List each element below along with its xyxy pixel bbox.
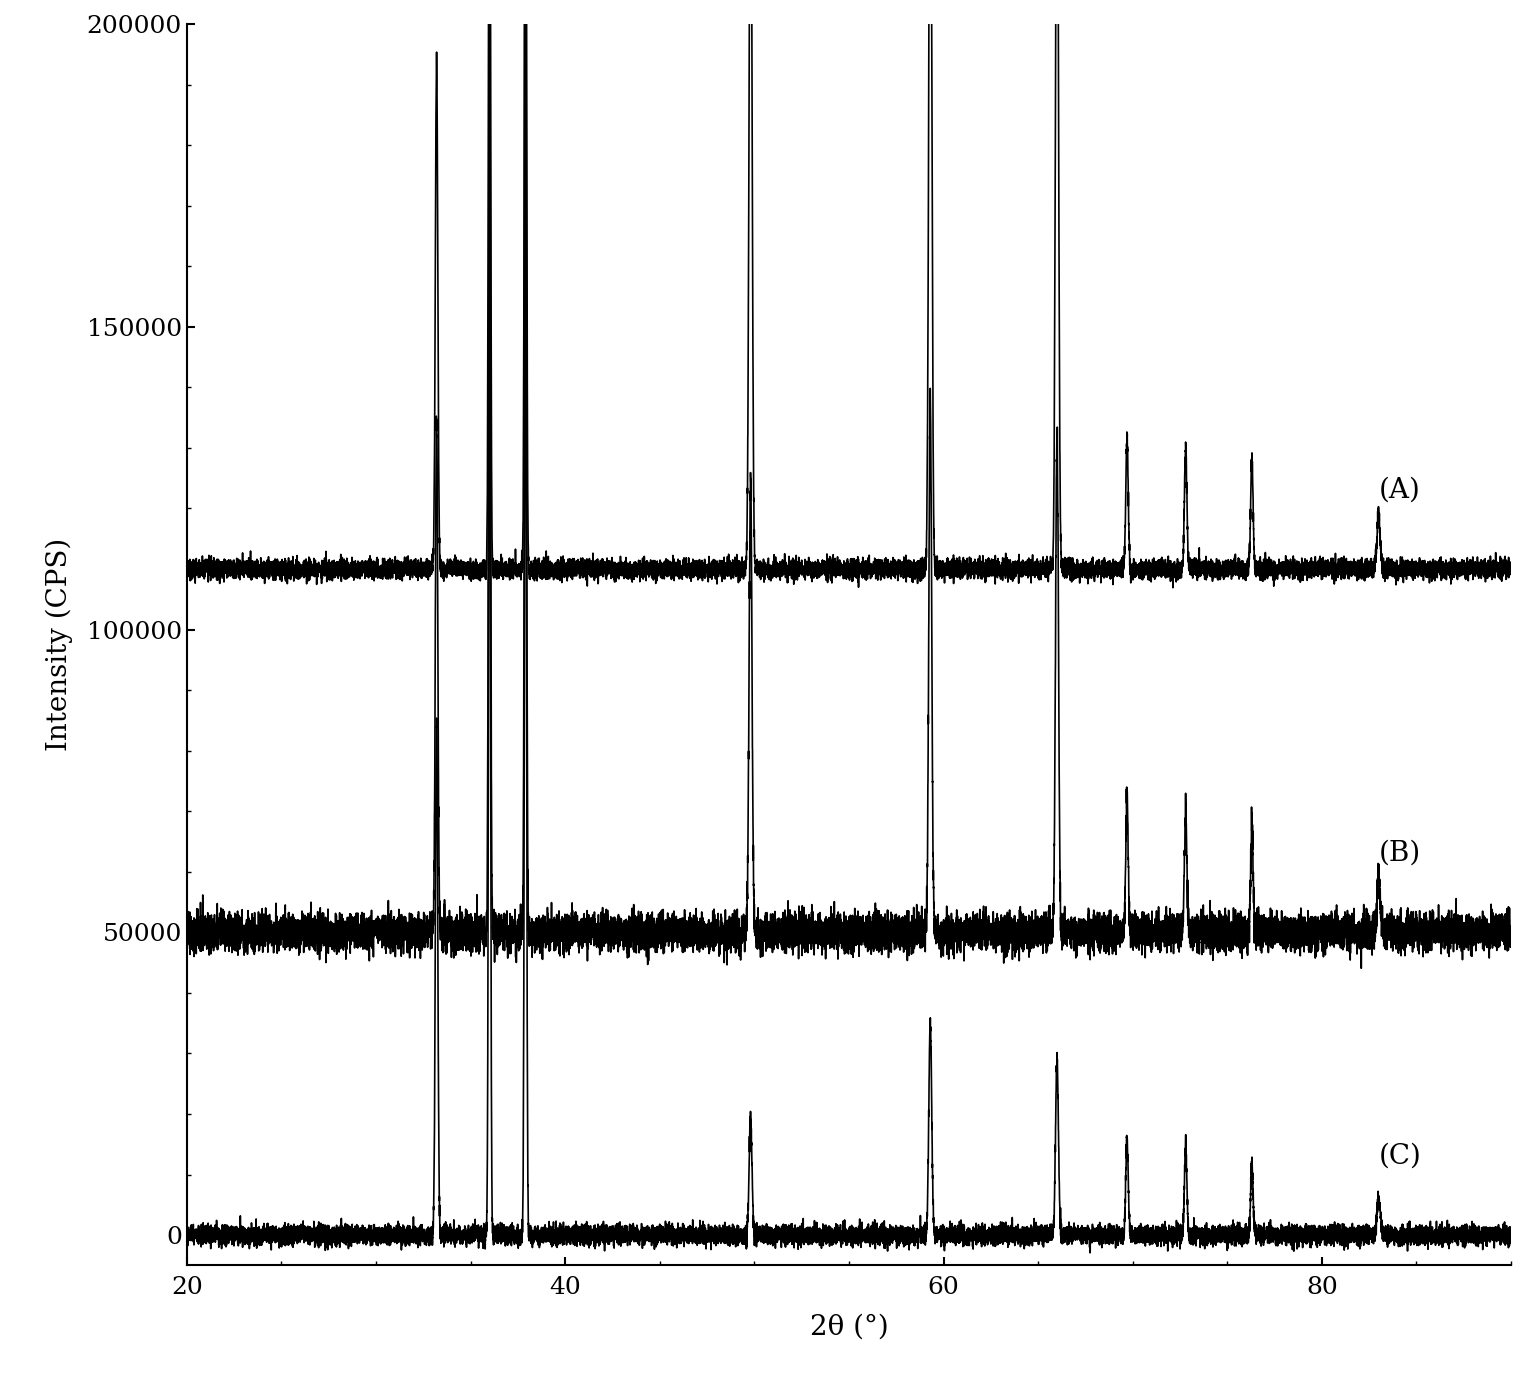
X-axis label: 2θ (°): 2θ (°) xyxy=(810,1314,888,1340)
Text: (A): (A) xyxy=(1378,477,1421,503)
Y-axis label: Intensity (CPS): Intensity (CPS) xyxy=(46,538,73,751)
Text: (B): (B) xyxy=(1378,839,1421,867)
Text: (C): (C) xyxy=(1378,1142,1421,1170)
